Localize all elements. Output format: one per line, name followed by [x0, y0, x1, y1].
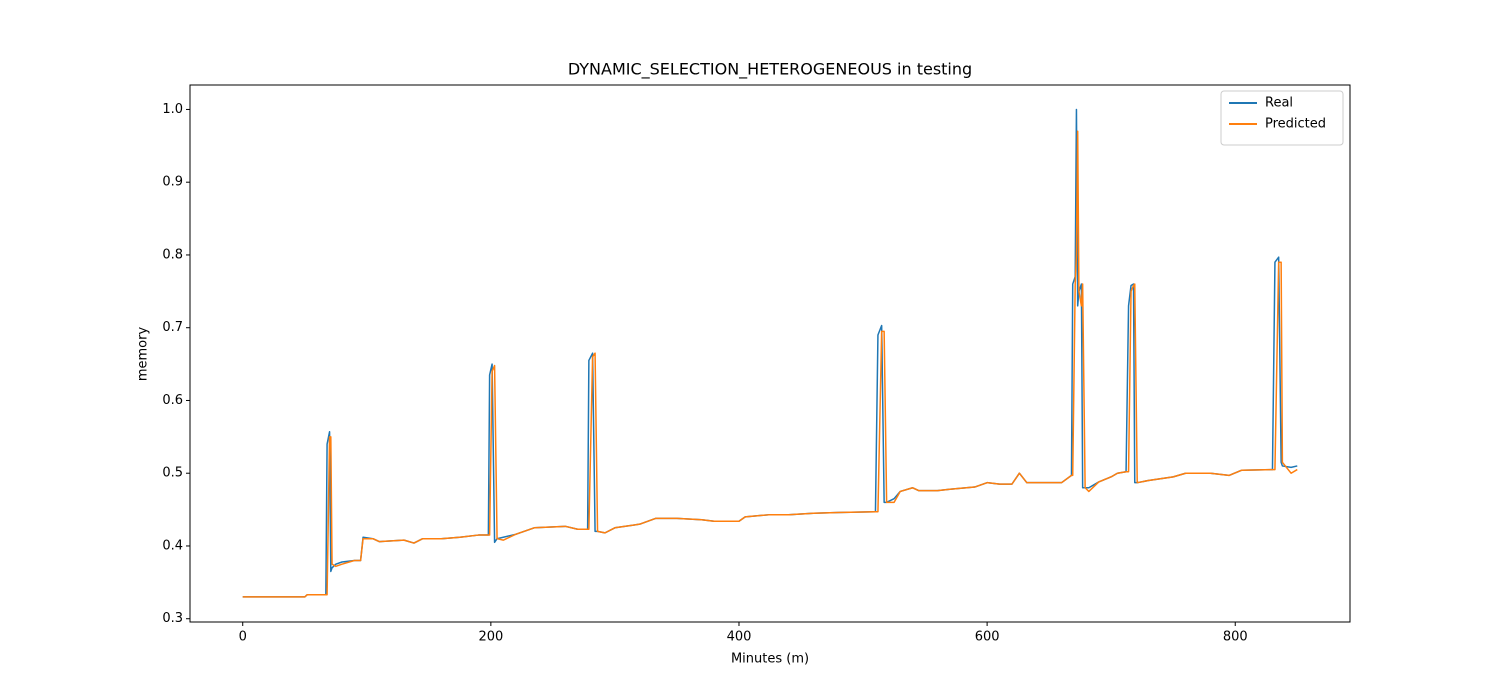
legend-label: Predicted	[1265, 117, 1326, 132]
y-tick-label: 0.6	[162, 393, 183, 408]
legend-box	[1220, 90, 1344, 146]
y-tick-label: 0.7	[162, 320, 183, 335]
y-tick-label: 0.5	[162, 466, 183, 481]
data-line	[242, 108, 1298, 598]
x-tick-label: 400	[727, 630, 752, 645]
y-tick-label: 0.4	[162, 538, 183, 553]
y-tick-label: 0.8	[162, 247, 183, 262]
legend-label: Real	[1265, 96, 1293, 111]
x-tick-label: 600	[975, 630, 1000, 645]
y-tick-label: 1.0	[162, 102, 183, 117]
y-axis-label: memory	[136, 327, 151, 382]
x-axis-label: Minutes (m)	[731, 652, 809, 667]
chart-title: DYNAMIC_SELECTION_HETEROGENEOUS in testi…	[568, 60, 972, 80]
plot-frame	[189, 84, 1351, 623]
data-line	[242, 130, 1298, 598]
x-tick-label: 800	[1223, 630, 1248, 645]
y-tick-label: 0.3	[162, 611, 183, 626]
x-tick-label: 0	[239, 630, 247, 645]
x-tick-label: 200	[478, 630, 503, 645]
y-tick-label: 0.9	[162, 175, 183, 190]
